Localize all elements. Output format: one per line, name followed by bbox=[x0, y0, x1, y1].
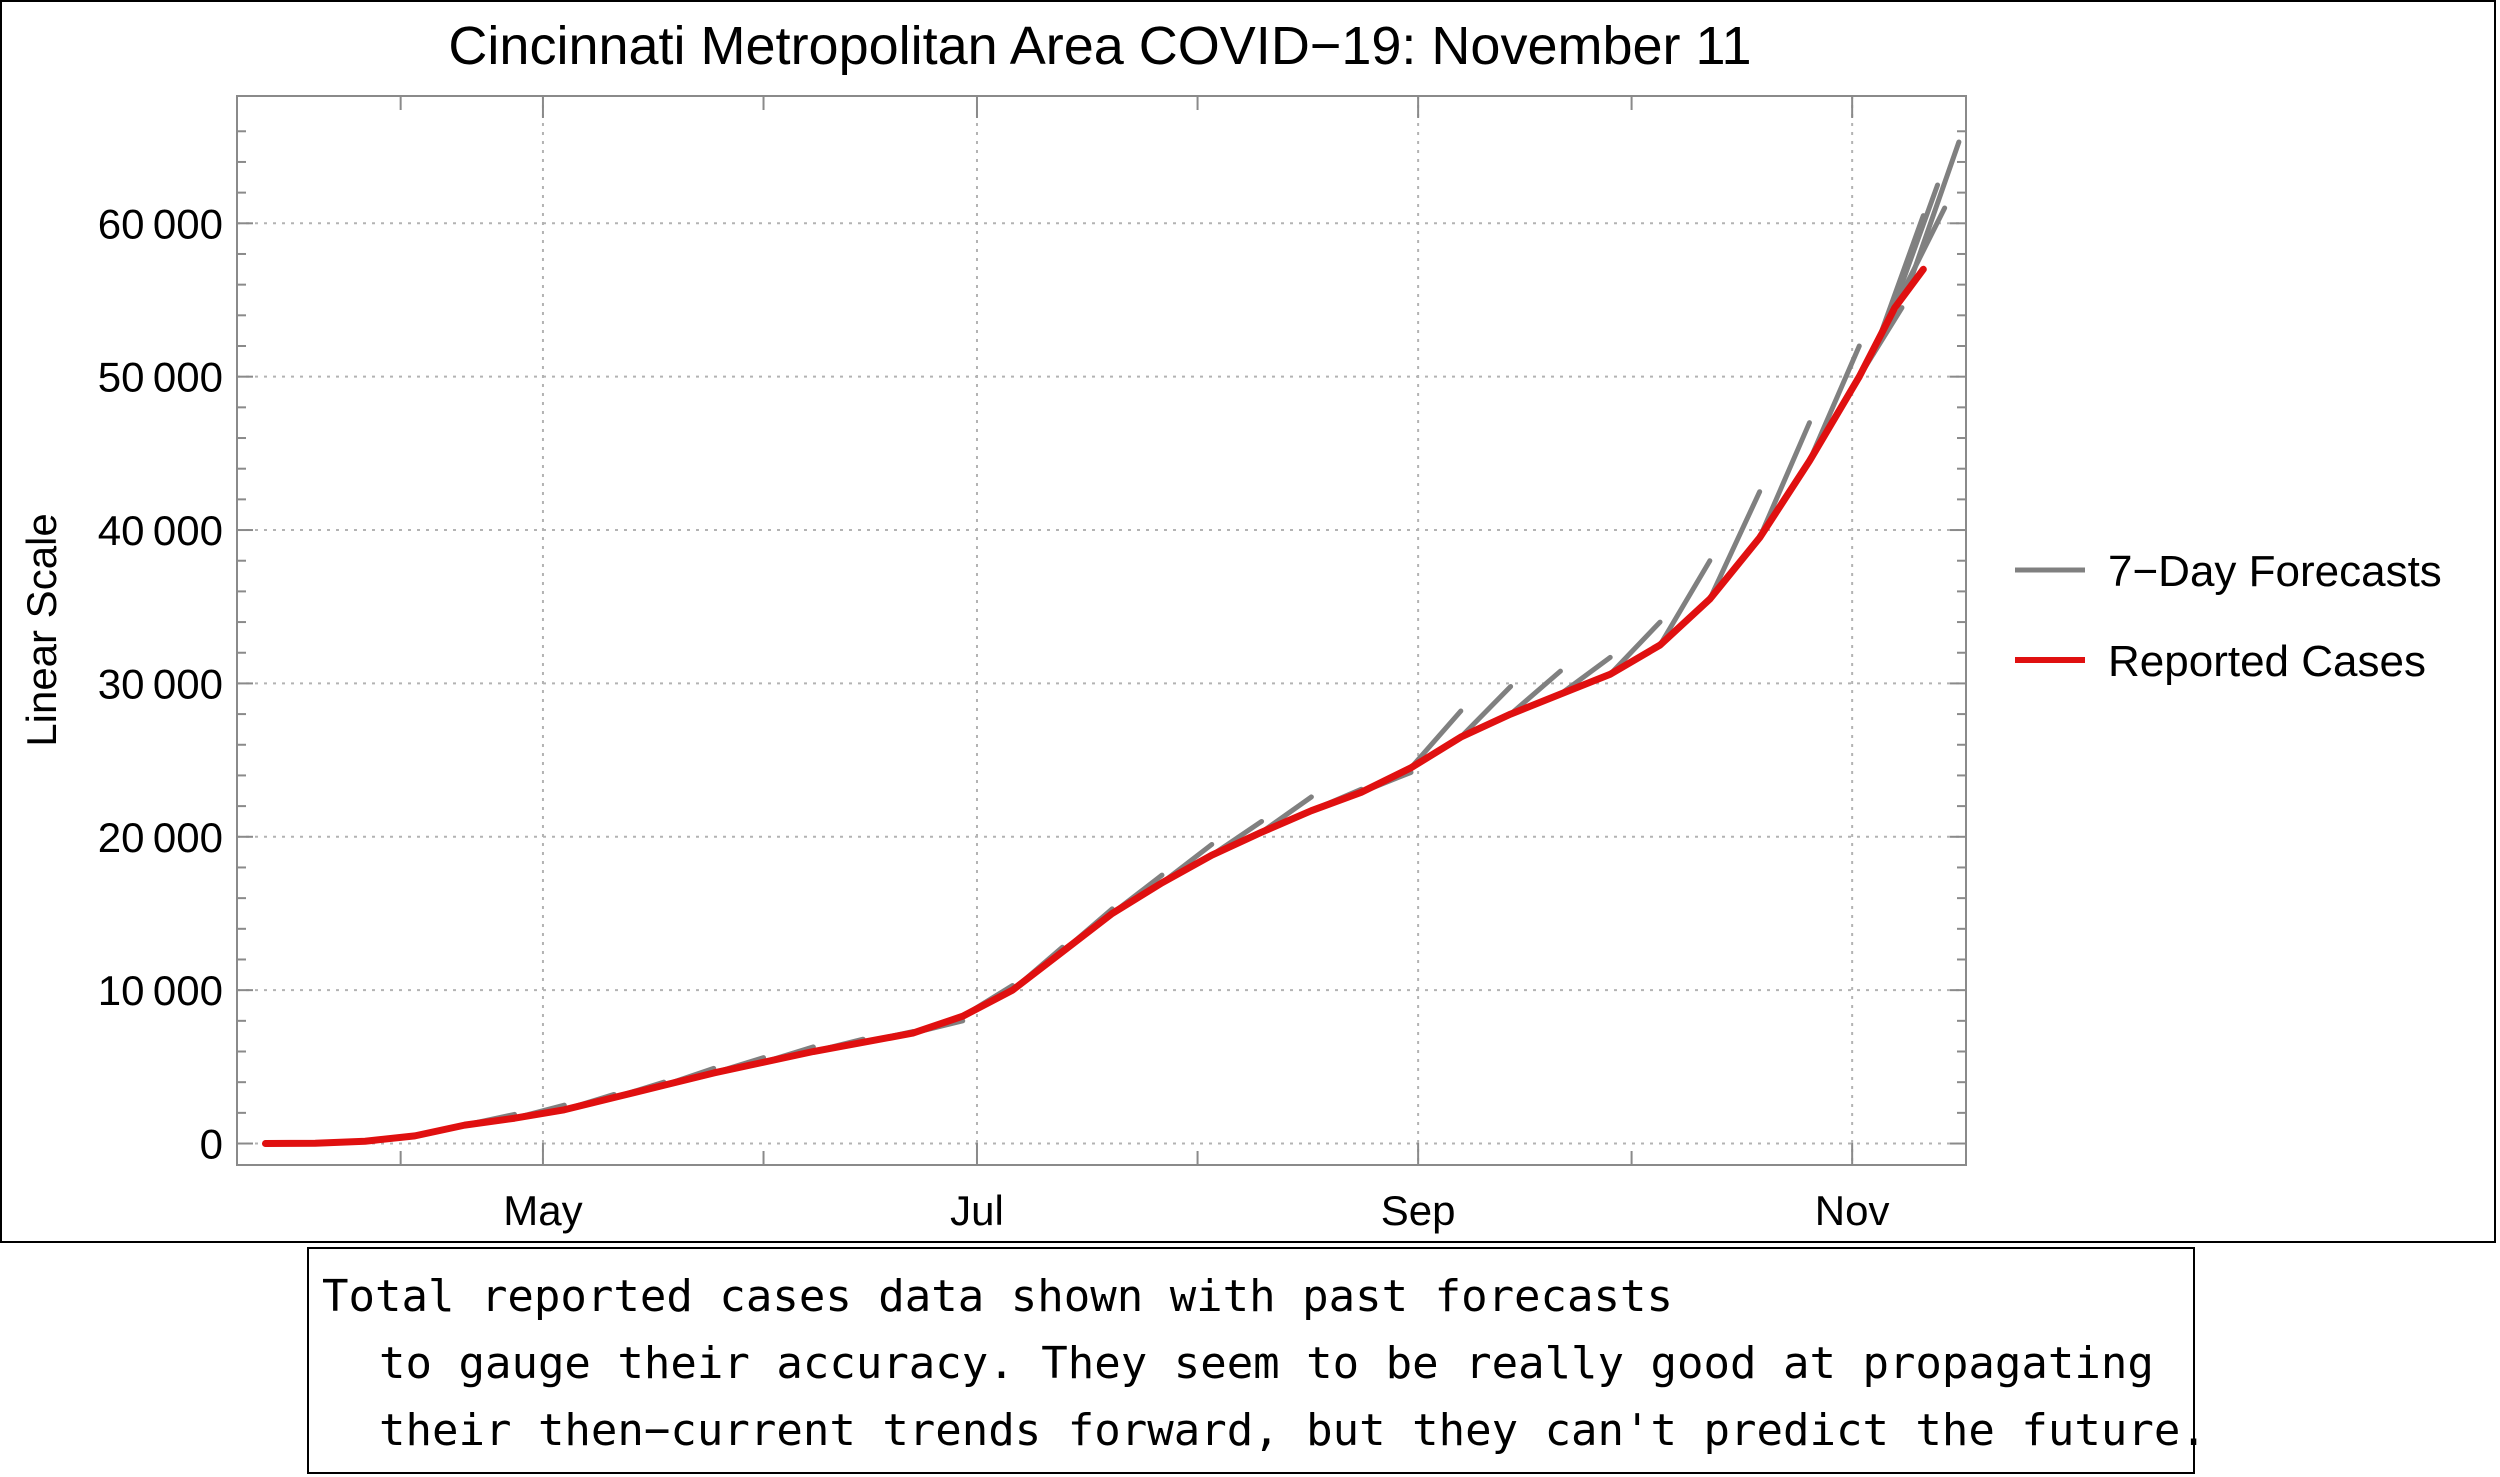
axis-ticks: 0 10 000 20 000 30 000 40 000 50 000 60 000 May… bbox=[98, 96, 1966, 1234]
chart: Cincinnati Metropolitan Area COVID−19: N… bbox=[18, 16, 2442, 1234]
legend-label-forecasts: 7−Day Forecasts bbox=[2108, 547, 2442, 596]
y-tick-label: 60 000 bbox=[98, 200, 223, 247]
x-tick-label: Jul bbox=[950, 1187, 1004, 1234]
legend: 7−Day Forecasts Reported Cases bbox=[2015, 547, 2442, 686]
x-tick-label: Nov bbox=[1815, 1187, 1890, 1234]
forecast-series bbox=[462, 139, 1962, 1128]
reported-series bbox=[261, 265, 1927, 1148]
caption-box: Total reported cases data shown with pas… bbox=[307, 1247, 2207, 1474]
forecast-line bbox=[1906, 139, 1962, 288]
y-tick-label: 10 000 bbox=[98, 967, 223, 1014]
reported-cases-line bbox=[261, 265, 1927, 1148]
y-tick-label: 20 000 bbox=[98, 814, 223, 861]
forecast-line bbox=[1408, 708, 1464, 771]
x-tick-label: May bbox=[503, 1187, 582, 1234]
figure-frame bbox=[0, 0, 2496, 1243]
legend-label-reported: Reported Cases bbox=[2108, 637, 2426, 686]
chart-title: Cincinnati Metropolitan Area COVID−19: N… bbox=[448, 16, 1751, 76]
plot-frame bbox=[236, 95, 1967, 1166]
caption-line-1: Total reported cases data shown with pas… bbox=[322, 1271, 1674, 1322]
forecast-line bbox=[1458, 683, 1514, 740]
forecast-line bbox=[1508, 668, 1563, 717]
y-tick-label: 30 000 bbox=[98, 660, 223, 707]
x-tick-label: Sep bbox=[1381, 1187, 1456, 1234]
y-tick-label: 50 000 bbox=[98, 354, 223, 401]
forecast-line bbox=[1707, 489, 1763, 602]
caption-line-3: their then−current trends forward, but t… bbox=[379, 1405, 2207, 1456]
caption-line-2: to gauge their accuracy. They seem to be… bbox=[379, 1338, 2154, 1389]
y-axis-label: Linear Scale bbox=[18, 513, 65, 746]
forecast-line bbox=[1657, 558, 1713, 648]
y-tick-label: 40 000 bbox=[98, 507, 223, 554]
y-tick-label: 0 bbox=[200, 1121, 223, 1168]
gridlines bbox=[237, 96, 1966, 1165]
